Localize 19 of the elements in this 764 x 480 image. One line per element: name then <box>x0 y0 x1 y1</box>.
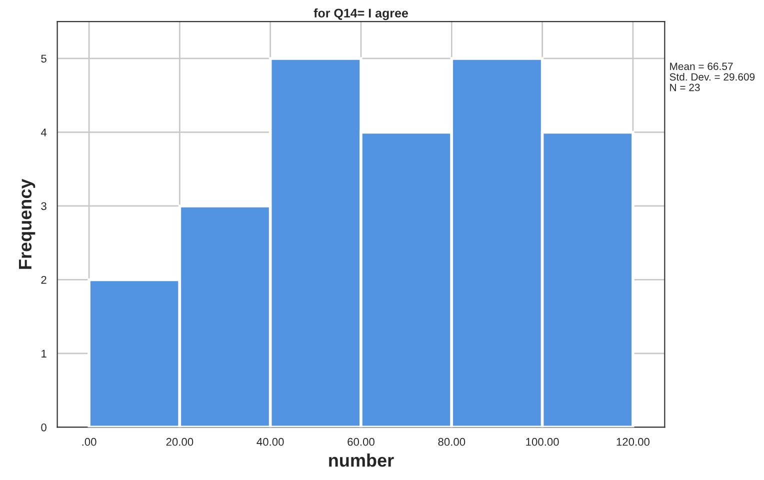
text: Mean = 66.57 <box>670 62 733 70</box>
x-axis-title: number <box>329 454 394 467</box>
y-tick-label: 5 <box>41 54 46 63</box>
x-tick-label: 60.00 <box>348 438 374 446</box>
x-tick-label: 100.00 <box>526 438 559 446</box>
x-tick-label: 20.00 <box>166 438 194 446</box>
y-tick-label: 0 <box>41 423 46 432</box>
text: N = 23 <box>670 84 700 92</box>
y-tick-label: 3 <box>41 202 46 210</box>
text: Std. Dev. = 29.609 <box>670 72 755 81</box>
x-tick-label: 40.00 <box>256 438 284 446</box>
y-axis-title: Frequency <box>18 178 36 269</box>
x-tick-label: .00 <box>82 438 96 446</box>
y-tick-label: 2 <box>41 276 46 284</box>
x-tick-label: 120.00 <box>616 438 650 446</box>
chart-title: for Q14= I agree <box>314 8 408 20</box>
y-tick-label: 1 <box>42 350 46 358</box>
y-tick-label: 4 <box>40 128 47 136</box>
x-tick-label: 80.00 <box>438 438 466 446</box>
